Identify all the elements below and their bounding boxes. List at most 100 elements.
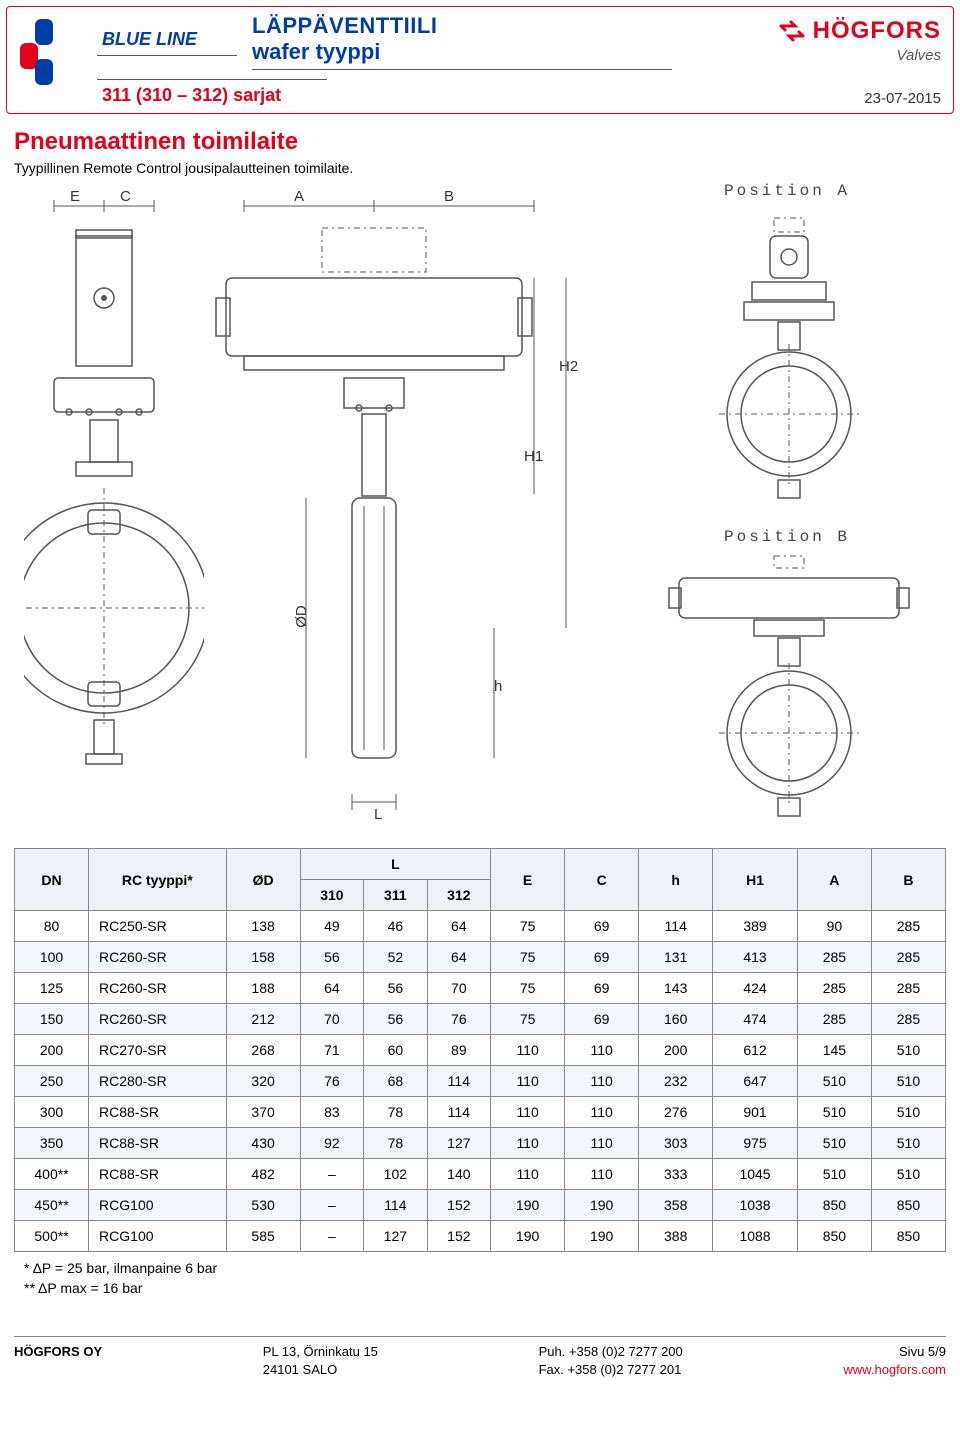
table-cell: 285 bbox=[797, 1004, 871, 1035]
col-e: E bbox=[491, 849, 565, 911]
table-cell: 612 bbox=[713, 1035, 798, 1066]
brand-subtitle: Valves bbox=[777, 47, 941, 64]
table-cell: 60 bbox=[364, 1035, 427, 1066]
table-cell: 83 bbox=[300, 1097, 363, 1128]
table-cell: 78 bbox=[364, 1128, 427, 1159]
divider bbox=[97, 55, 237, 56]
footer-addr1: PL 13, Örninkatu 15 bbox=[263, 1343, 378, 1361]
table-cell: 388 bbox=[639, 1221, 713, 1252]
table-cell: RC260-SR bbox=[89, 973, 227, 1004]
table-cell: 510 bbox=[797, 1066, 871, 1097]
table-cell: RC88-SR bbox=[89, 1097, 227, 1128]
table-cell: 285 bbox=[871, 973, 945, 1004]
position-b-view bbox=[659, 548, 924, 828]
table-cell: 1038 bbox=[713, 1190, 798, 1221]
table-row: 125RC260-SR1886456707569143424285285 bbox=[15, 973, 946, 1004]
table-cell: 850 bbox=[797, 1221, 871, 1252]
table-cell: 333 bbox=[639, 1159, 713, 1190]
divider bbox=[252, 69, 672, 70]
footer-company: HÖGFORS OY bbox=[14, 1343, 102, 1379]
table-cell: 150 bbox=[15, 1004, 89, 1035]
table-cell: RC270-SR bbox=[89, 1035, 227, 1066]
table-cell: 90 bbox=[797, 911, 871, 942]
table-cell: 92 bbox=[300, 1128, 363, 1159]
table-cell: 46 bbox=[364, 911, 427, 942]
table-cell: 110 bbox=[491, 1035, 565, 1066]
table-cell: 1045 bbox=[713, 1159, 798, 1190]
table-cell: 70 bbox=[300, 1004, 363, 1035]
table-cell: – bbox=[300, 1190, 363, 1221]
table-cell: 188 bbox=[226, 973, 300, 1004]
table-cell: 56 bbox=[300, 942, 363, 973]
table-cell: 69 bbox=[565, 973, 639, 1004]
table-cell: 78 bbox=[364, 1097, 427, 1128]
table-cell: 300 bbox=[15, 1097, 89, 1128]
table-cell: 200 bbox=[639, 1035, 713, 1066]
col-l: L bbox=[300, 849, 490, 880]
table-cell: 285 bbox=[871, 911, 945, 942]
table-cell: 110 bbox=[565, 1128, 639, 1159]
footer-tel: Puh. +358 (0)2 7277 200 bbox=[539, 1343, 683, 1361]
table-cell: 424 bbox=[713, 973, 798, 1004]
table-cell: 474 bbox=[713, 1004, 798, 1035]
table-cell: 510 bbox=[797, 1128, 871, 1159]
table-cell: RC88-SR bbox=[89, 1159, 227, 1190]
table-cell: 450** bbox=[15, 1190, 89, 1221]
position-a-label: Position A bbox=[724, 182, 850, 200]
table-cell: 647 bbox=[713, 1066, 798, 1097]
title-block: LÄPPÄVENTTIILI wafer tyyppi bbox=[252, 13, 437, 65]
table-cell: 358 bbox=[639, 1190, 713, 1221]
col-c: C bbox=[565, 849, 639, 911]
footer-url[interactable]: www.hogfors.com bbox=[843, 1362, 946, 1377]
table-cell: 64 bbox=[427, 942, 490, 973]
table-cell: 530 bbox=[226, 1190, 300, 1221]
table-cell: 127 bbox=[364, 1221, 427, 1252]
table-cell: 158 bbox=[226, 942, 300, 973]
table-cell: 585 bbox=[226, 1221, 300, 1252]
table-cell: 138 bbox=[226, 911, 300, 942]
table-cell: 110 bbox=[565, 1159, 639, 1190]
col-h1: H1 bbox=[713, 849, 798, 911]
footer-page: Sivu 5/9 bbox=[843, 1343, 946, 1361]
table-cell: 510 bbox=[871, 1159, 945, 1190]
table-cell: 114 bbox=[427, 1097, 490, 1128]
table-notes: * ΔP = 25 bar, ilmanpaine 6 bar ** ΔP ma… bbox=[24, 1260, 960, 1296]
table-cell: 160 bbox=[639, 1004, 713, 1035]
position-a-view bbox=[674, 204, 904, 514]
table-cell: 56 bbox=[364, 973, 427, 1004]
table-cell: 190 bbox=[491, 1221, 565, 1252]
table-cell: 143 bbox=[639, 973, 713, 1004]
table-cell: 510 bbox=[871, 1035, 945, 1066]
table-cell: RC250-SR bbox=[89, 911, 227, 942]
table-cell: 413 bbox=[713, 942, 798, 973]
section-subtitle: Tyypillinen Remote Control jousipalautte… bbox=[14, 160, 960, 176]
col-a: A bbox=[797, 849, 871, 911]
col-l-311: 311 bbox=[364, 880, 427, 911]
table-cell: 303 bbox=[639, 1128, 713, 1159]
table-cell: 152 bbox=[427, 1190, 490, 1221]
table-cell: 1088 bbox=[713, 1221, 798, 1252]
col-dn: DN bbox=[15, 849, 89, 911]
note-1: * ΔP = 25 bar, ilmanpaine 6 bar bbox=[24, 1260, 960, 1276]
table-cell: 75 bbox=[491, 911, 565, 942]
dimensions-table: DN RC tyyppi* ØD L E C h H1 A B 310 311 … bbox=[14, 848, 946, 1252]
table-cell: 125 bbox=[15, 973, 89, 1004]
table-cell: 190 bbox=[565, 1221, 639, 1252]
table-cell: RC88-SR bbox=[89, 1128, 227, 1159]
table-cell: 370 bbox=[226, 1097, 300, 1128]
logo-icon bbox=[17, 15, 72, 90]
table-cell: RC260-SR bbox=[89, 1004, 227, 1035]
table-cell: 276 bbox=[639, 1097, 713, 1128]
front-view bbox=[24, 198, 204, 818]
table-cell: RCG100 bbox=[89, 1190, 227, 1221]
brand-block: HÖGFORS Valves bbox=[777, 17, 941, 64]
col-l-310: 310 bbox=[300, 880, 363, 911]
table-cell: 285 bbox=[797, 973, 871, 1004]
col-l-312: 312 bbox=[427, 880, 490, 911]
table-cell: 110 bbox=[565, 1097, 639, 1128]
table-cell: 114 bbox=[364, 1190, 427, 1221]
footer-fax: Fax. +358 (0)2 7277 201 bbox=[539, 1361, 683, 1379]
table-cell: 89 bbox=[427, 1035, 490, 1066]
footer-contact: Puh. +358 (0)2 7277 200 Fax. +358 (0)2 7… bbox=[539, 1343, 683, 1379]
table-row: 150RC260-SR2127056767569160474285285 bbox=[15, 1004, 946, 1035]
